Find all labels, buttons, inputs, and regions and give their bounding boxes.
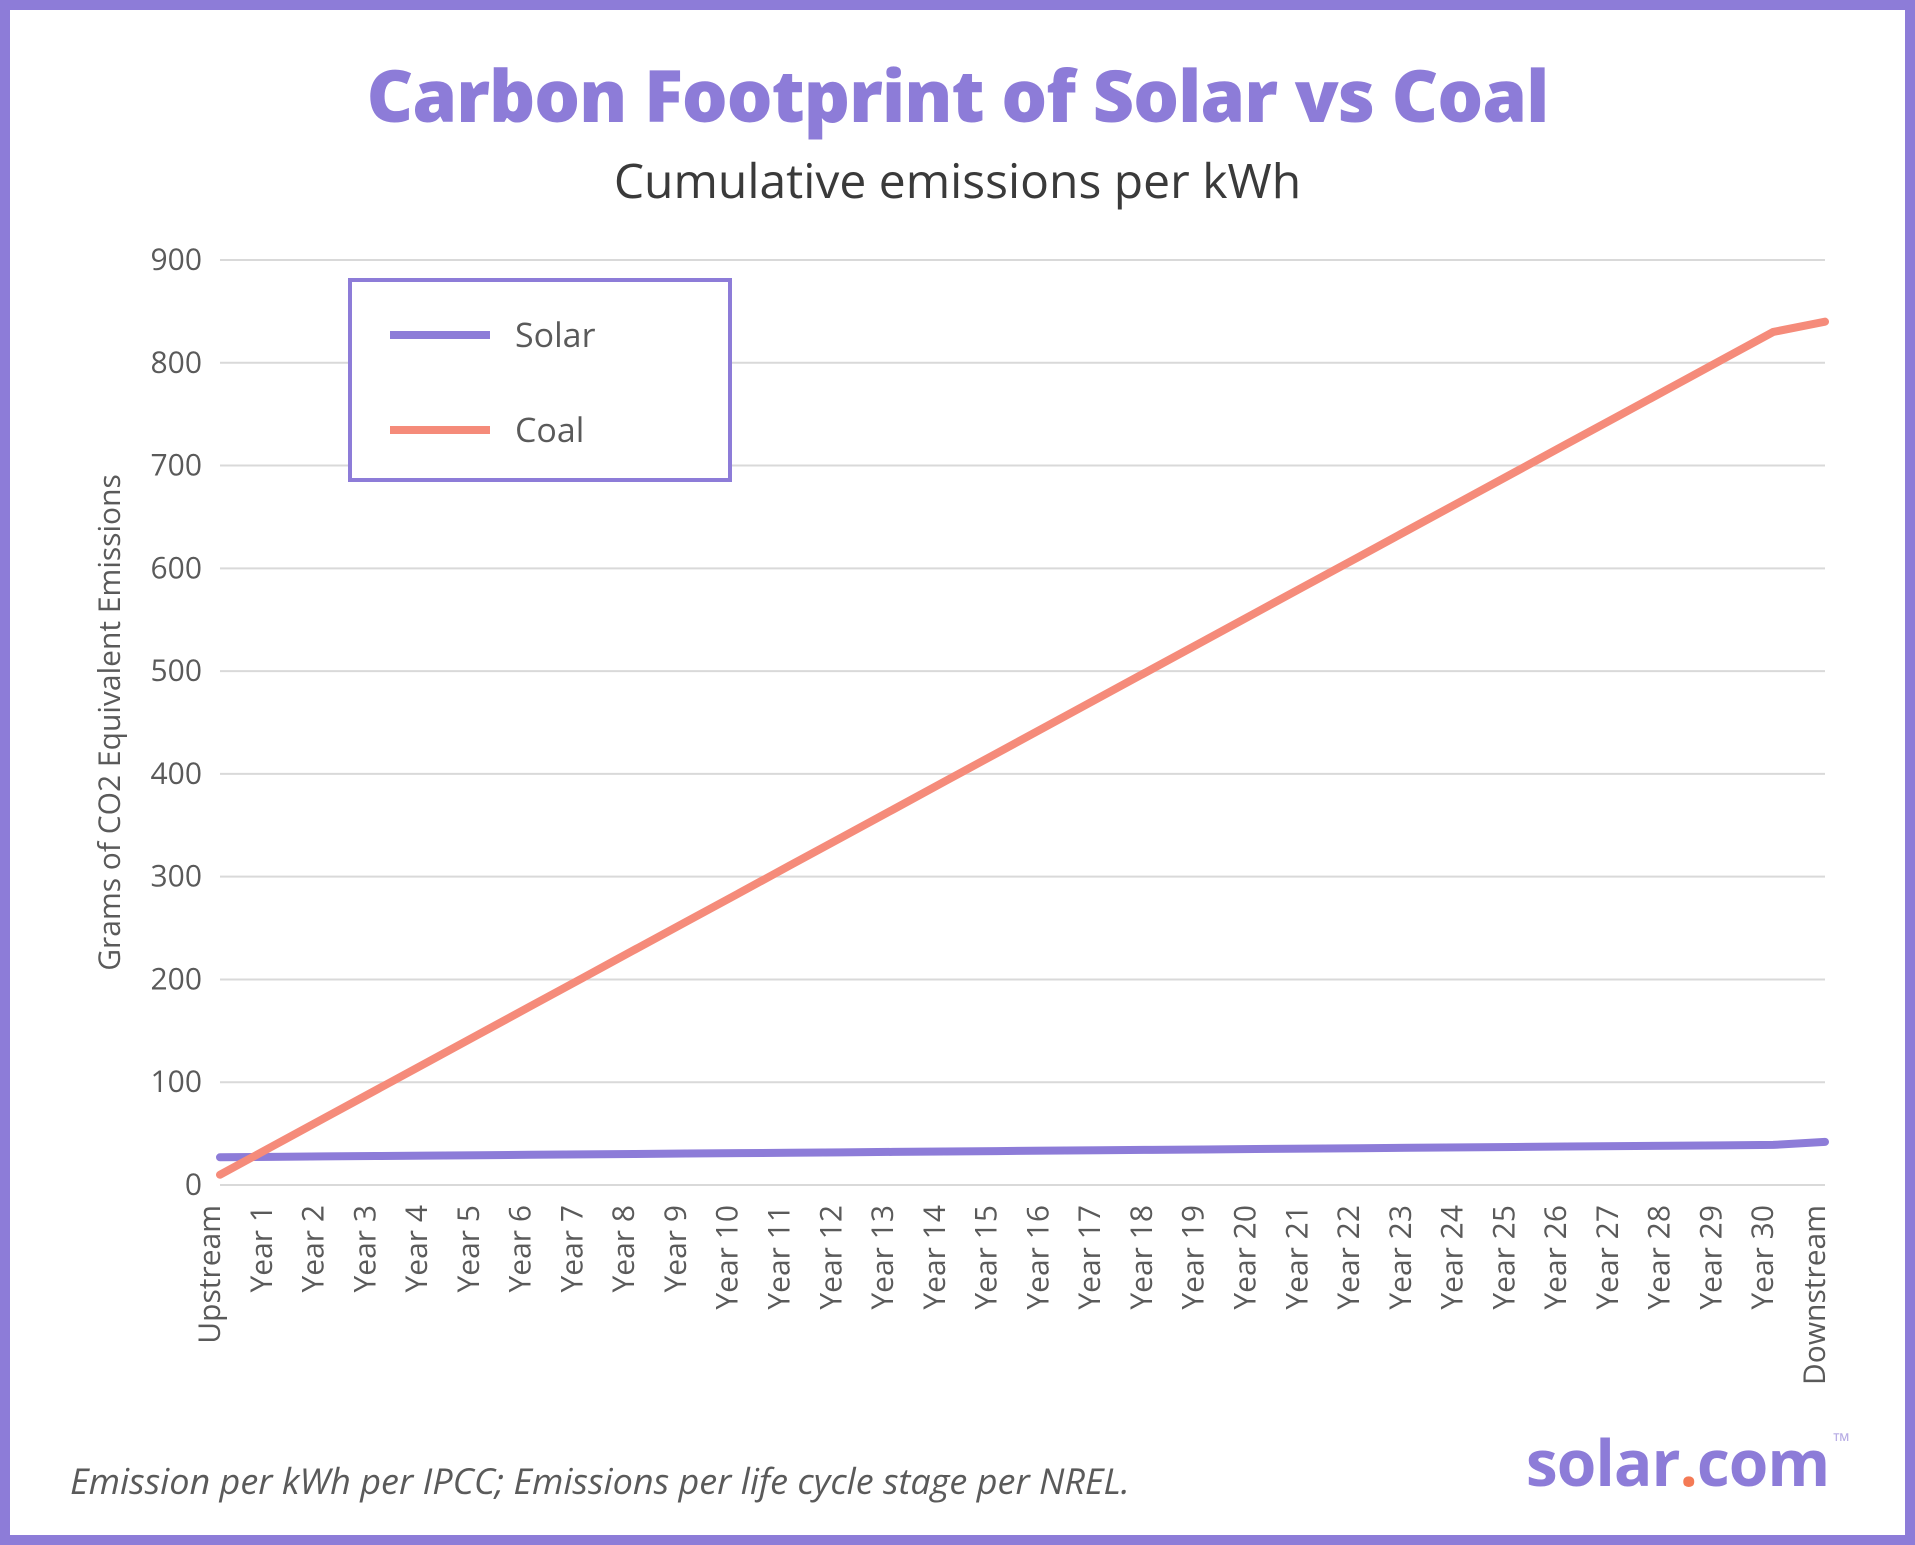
solar-com-logo: solar.com™ bbox=[1526, 1418, 1845, 1505]
legend-label-coal: Coal bbox=[515, 406, 584, 452]
y-tick-label: 100 bbox=[151, 1060, 202, 1101]
x-tick-label: Year 22 bbox=[1327, 1205, 1368, 1310]
line-chart-svg: 0 100 200 300 400 500 600 700 800 900 Grams of CO2… bbox=[70, 230, 1845, 1405]
x-tick-label: Year 15 bbox=[965, 1205, 1006, 1310]
series-line-solar bbox=[220, 1142, 1825, 1157]
x-tick-label: Year 24 bbox=[1431, 1205, 1472, 1310]
x-tick-label: Year 5 bbox=[447, 1205, 488, 1293]
x-tick-label: Year 14 bbox=[913, 1205, 954, 1310]
x-tick-label: Year 7 bbox=[550, 1205, 591, 1293]
x-tick-label: Year 18 bbox=[1120, 1205, 1161, 1310]
x-tick-label: Year 30 bbox=[1741, 1205, 1782, 1310]
x-tick-label: Year 29 bbox=[1689, 1205, 1730, 1310]
x-tick-label: Year 3 bbox=[343, 1205, 384, 1293]
y-tick-label: 800 bbox=[151, 341, 202, 382]
x-tick-label: Year 13 bbox=[861, 1205, 902, 1310]
logo-tm: ™ bbox=[1833, 1426, 1849, 1456]
x-tick-label: Year 19 bbox=[1172, 1205, 1213, 1310]
x-tick-label: Year 27 bbox=[1586, 1205, 1627, 1310]
chart-plot-area: 0 100 200 300 400 500 600 700 800 900 Grams of CO2… bbox=[70, 230, 1845, 1405]
x-tick-label: Year 21 bbox=[1275, 1205, 1316, 1310]
y-tick-label: 200 bbox=[151, 957, 202, 998]
x-tick-label: Year 9 bbox=[654, 1205, 695, 1293]
x-tick-label: Year 2 bbox=[292, 1205, 333, 1293]
x-tick-label: Year 11 bbox=[758, 1205, 799, 1310]
x-tick-label: Year 25 bbox=[1482, 1205, 1523, 1310]
y-tick-label: 0 bbox=[185, 1163, 202, 1204]
y-tick-label: 400 bbox=[151, 752, 202, 793]
legend-label-solar: Solar bbox=[515, 311, 596, 357]
chart-frame: Carbon Footprint of Solar vs Coal Cumula… bbox=[0, 0, 1915, 1545]
x-tick-label: Downstream bbox=[1793, 1205, 1834, 1385]
x-tick-label: Year 20 bbox=[1223, 1205, 1264, 1310]
logo-part-com: com bbox=[1697, 1418, 1829, 1505]
x-tick-label: Year 10 bbox=[706, 1205, 747, 1310]
x-tick-label: Year 28 bbox=[1638, 1205, 1679, 1310]
y-tick-label: 300 bbox=[151, 855, 202, 896]
x-tick-label: Year 6 bbox=[499, 1205, 540, 1293]
x-tick-label: Year 23 bbox=[1379, 1205, 1420, 1310]
y-axis-label: Grams of CO2 Equivalent Emissions bbox=[88, 474, 129, 971]
y-tick-label: 600 bbox=[151, 546, 202, 587]
x-tick-label: Upstream bbox=[188, 1205, 229, 1344]
x-tick-label: Year 12 bbox=[809, 1205, 850, 1310]
footnote-text: Emission per kWh per IPCC; Emissions per… bbox=[70, 1456, 1130, 1505]
y-tick-label: 500 bbox=[151, 649, 202, 690]
logo-dot: . bbox=[1680, 1418, 1697, 1505]
x-tick-label: Year 1 bbox=[240, 1205, 281, 1293]
chart-title: Carbon Footprint of Solar vs Coal bbox=[50, 46, 1865, 144]
y-tick-label: 900 bbox=[151, 238, 202, 279]
logo-part-solar: solar bbox=[1526, 1418, 1680, 1505]
x-tick-label: Year 16 bbox=[1016, 1205, 1057, 1310]
chart-subtitle: Cumulative emissions per kWh bbox=[50, 148, 1865, 213]
x-tick-label: Year 8 bbox=[602, 1205, 643, 1293]
x-tick-label: Year 17 bbox=[1068, 1205, 1109, 1310]
y-tick-label: 700 bbox=[151, 444, 202, 485]
x-tick-label: Year 4 bbox=[395, 1205, 436, 1293]
x-tick-label: Year 26 bbox=[1534, 1205, 1575, 1310]
chart-footer: Emission per kWh per IPCC; Emissions per… bbox=[70, 1418, 1845, 1505]
